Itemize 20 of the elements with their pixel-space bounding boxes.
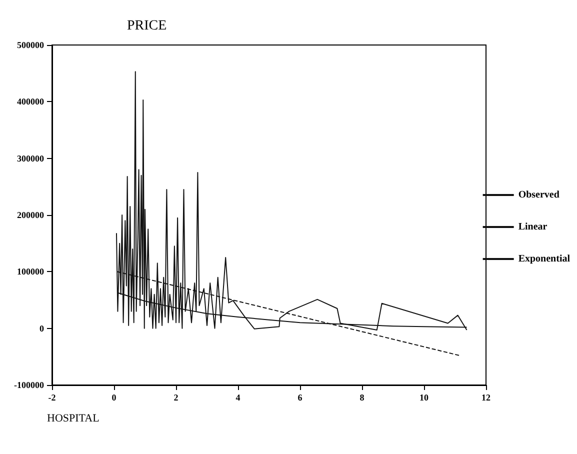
x-tick-label: 0: [112, 392, 117, 402]
x-tick-label: 10: [420, 392, 429, 402]
legend-label: Linear: [518, 222, 548, 232]
x-tick-label: 8: [360, 392, 365, 402]
x-axis-title: HOSPITAL: [47, 412, 100, 424]
x-tick-label: -2: [48, 392, 56, 402]
y-tick-label: 0: [40, 323, 44, 334]
y-tick-label: -100000: [14, 380, 44, 390]
legend-label: Observed: [518, 190, 560, 200]
x-tick-label: 4: [236, 392, 241, 402]
y-tick-label: 100000: [17, 266, 44, 277]
y-tick-label: 400000: [17, 96, 44, 107]
x-tick-label: 2: [174, 392, 179, 402]
y-tick-label: 300000: [17, 153, 44, 164]
chart-title: PRICE: [127, 18, 167, 34]
legend-label: Exponential: [518, 254, 570, 264]
x-tick-label: 12: [482, 392, 491, 402]
x-tick-label: 6: [298, 392, 303, 402]
y-tick-label: 200000: [17, 210, 44, 220]
y-tick-label: 500000: [17, 40, 44, 50]
